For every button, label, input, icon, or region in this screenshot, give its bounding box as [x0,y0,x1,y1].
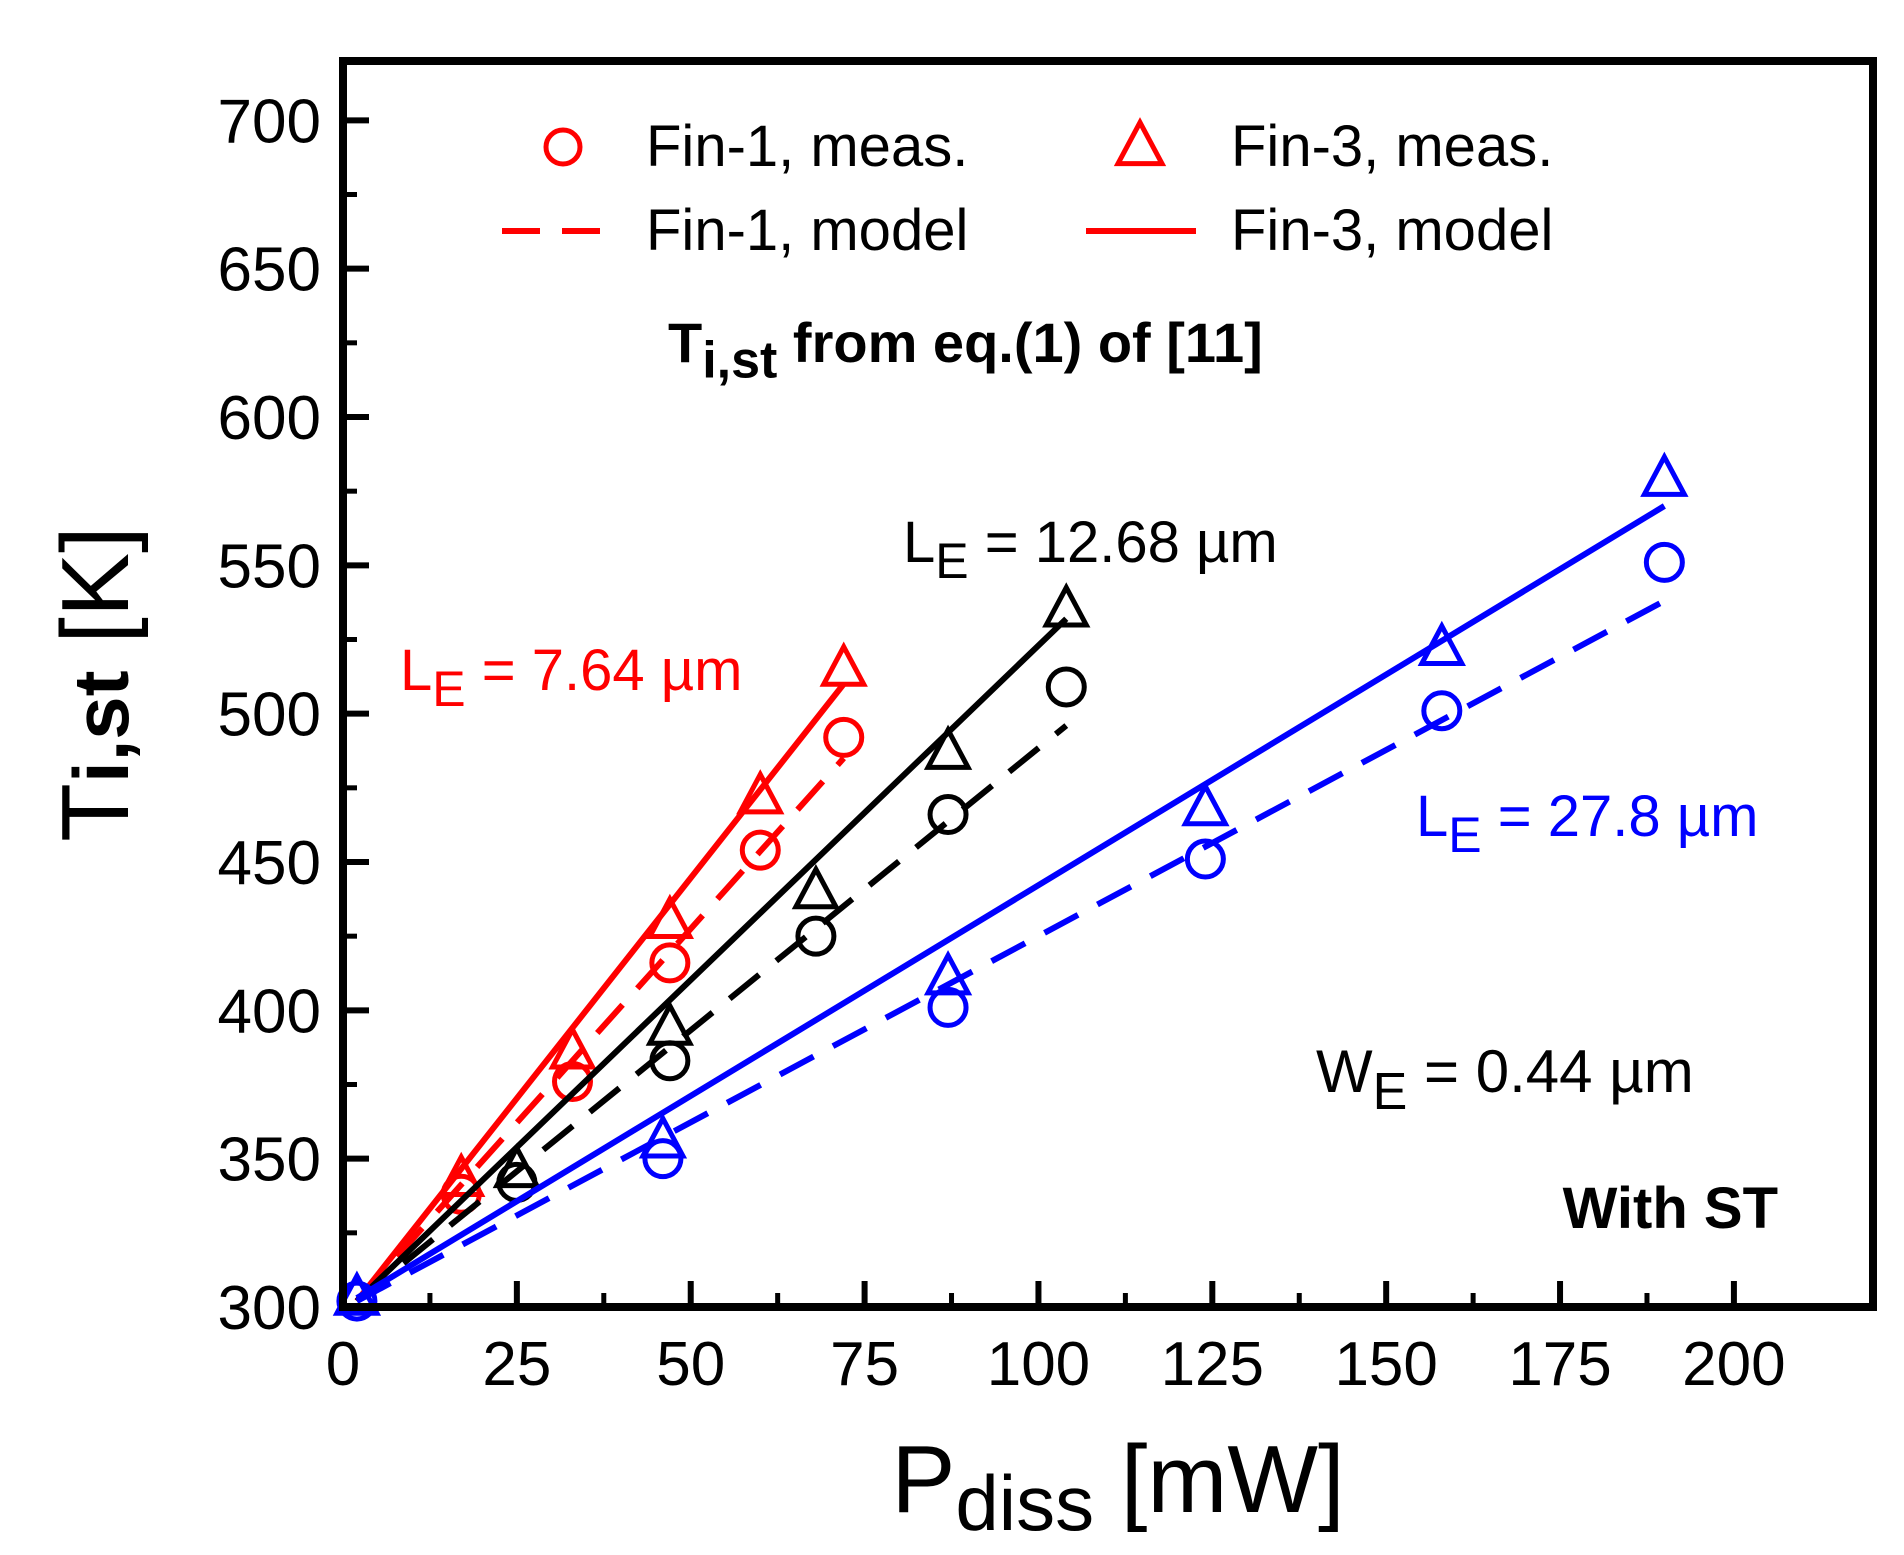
fin3-meas-point [819,641,868,687]
legend-label-fin1-meas: Fin-1, meas. [646,114,968,179]
fin3-meas-point [923,724,973,770]
fin1-meas-point [1643,541,1685,583]
fin3-model-line [354,616,1069,1304]
fin1-model-line [355,598,1666,1304]
y-tick-label: 700 [218,87,321,156]
x-tick-label: 150 [1334,1330,1437,1399]
x-tick-label: 50 [656,1330,725,1399]
fin1-meas-point [1421,690,1463,732]
fin3-meas-point [736,769,785,815]
fin3-meas-point [492,1142,542,1189]
fin1-meas-point [1045,666,1087,708]
y-tick-label: 550 [218,532,321,601]
y-tick-label: 300 [218,1274,321,1343]
fin3-model-line [355,503,1666,1301]
fin1-meas-point [1184,838,1226,880]
legend-label-fin3-meas: Fin-3, meas. [1231,114,1553,179]
x-tick-label: 25 [482,1330,551,1399]
series-group-1: LE = 7.64 µm [354,638,868,1304]
fin1-model-line [354,756,846,1304]
fin1-meas-point [336,1280,378,1322]
fin1-meas-point [739,829,781,871]
plot-frame [339,57,1877,1311]
fin3-meas-point [638,1113,688,1159]
fin3-meas-point [437,1151,486,1198]
legend-label-fin1-model: Fin-1, model [646,198,968,263]
x-tick-label: 175 [1508,1330,1611,1399]
x-tick-label: 125 [1161,1330,1264,1399]
fin1-meas-point [823,716,865,758]
fin3-meas-point [548,1024,597,1070]
width-annotation: WE = 0.44 µm [1316,1038,1694,1121]
x-tick-label: 200 [1682,1330,1785,1399]
series-layer: LE = 7.64 µm LE = 12.68 µm LE = 27.8 µm [332,451,1758,1322]
fin3-meas-point [645,1000,695,1046]
fin1-meas-point [795,915,837,957]
fin1-meas-point [649,942,691,984]
x-tick-label: 100 [987,1330,1090,1399]
fin1-meas-point [927,794,969,836]
fin3-meas-point [645,893,695,939]
series-group-2: LE = 12.68 µm [354,510,1278,1304]
x-tick-label: 0 [326,1330,360,1399]
y-tick-label: 650 [218,236,321,305]
fin1-meas-point [642,1138,684,1180]
y-tick-label: 500 [218,681,321,750]
series-label: LE = 7.64 µm [400,638,742,717]
fin3-meas-point [1181,780,1230,827]
y-axis-title-group: Ti,st [K] [42,526,149,841]
y-tick-label: 600 [218,384,321,453]
fin1-model-line [355,723,1069,1304]
legend-marker-fin3-meas [1113,117,1167,167]
series-label: LE = 27.8 µm [1416,784,1758,863]
legend-marker-fin1-meas [543,127,583,167]
condition-annotation: With ST [1563,1176,1778,1241]
fin3-model-line [354,682,847,1303]
x-tick-label: 75 [830,1330,899,1399]
legend-label-fin3-model: Fin-3, model [1231,198,1553,263]
series-label: LE = 12.68 µm [903,510,1278,589]
x-axis-title: Pdiss [mW] [891,1426,1344,1547]
annotation-layer: Ti,st from eq.(1) of [11] WE = 0.44 µm Wit… [668,311,1778,1241]
legend: Fin-1, meas. Fin-3, meas. Fin-1, model Fin-… [502,114,1553,263]
method-annotation: Ti,st from eq.(1) of [11] [668,311,1263,390]
y-tick-label: 350 [218,1126,321,1195]
fin3-meas-point [1042,582,1091,628]
y-tick-label: 400 [218,977,321,1046]
fin1-meas-point [552,1061,593,1103]
fin3-meas-point [1640,451,1689,497]
fin3-meas-point [1417,620,1466,667]
axis-layer: 0 25 50 75 100 125 150 175 200 300 350 400 450 500 550… [42,87,1786,1547]
fin3-meas-point [923,950,973,996]
y-tick-label: 450 [218,829,321,898]
fin1-meas-point [927,986,969,1028]
series-group-3: LE = 27.8 µm [332,451,1758,1322]
y-axis-title: Ti,st [K] [42,526,149,841]
fin3-meas-point [791,864,841,910]
